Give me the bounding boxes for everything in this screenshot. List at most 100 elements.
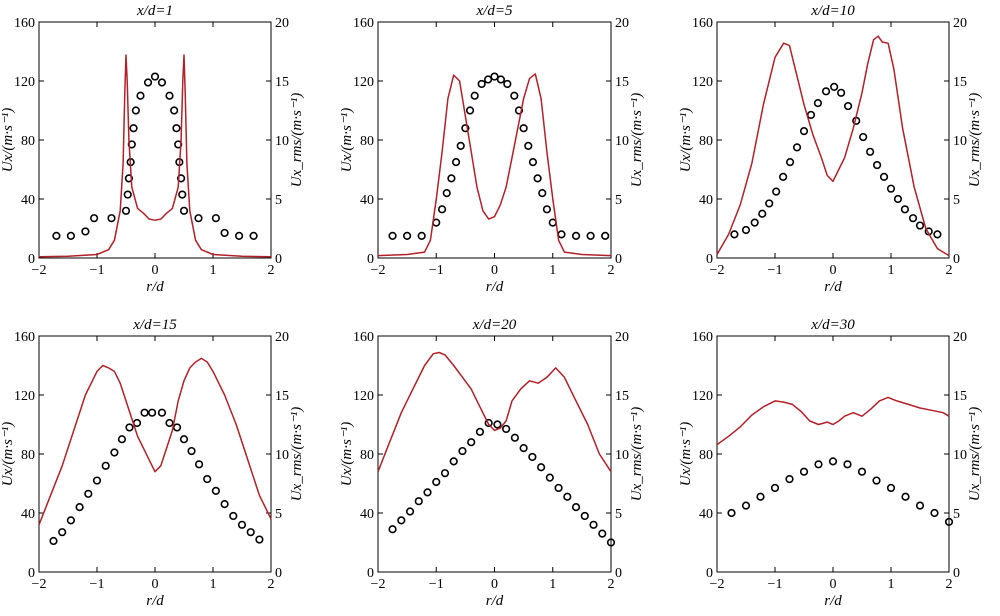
- velocity-point: [908, 214, 918, 223]
- chart-panel: −2 −1 0 1 20408012016005101520x/d=20r/dUx/(m…: [339, 317, 645, 609]
- velocity-point: [872, 160, 882, 170]
- panel-title: x/d=10: [810, 3, 855, 19]
- velocity-point: [148, 408, 157, 417]
- velocity-point: [859, 132, 868, 142]
- y-right-tick-label: 15: [953, 389, 967, 404]
- y-left-tick-label: 120: [353, 75, 374, 90]
- velocity-point: [785, 474, 794, 484]
- panel-title: x/d=1: [136, 3, 173, 19]
- x-tick-label: 1: [549, 577, 556, 592]
- velocity-point: [483, 75, 493, 84]
- velocity-point: [165, 418, 174, 428]
- y-right-tick-label: 15: [615, 389, 629, 404]
- velocity-point: [915, 501, 925, 510]
- y-left-tick-label: 80: [360, 448, 374, 463]
- velocity-point: [467, 438, 476, 447]
- velocity-point: [598, 529, 607, 538]
- velocity-point: [187, 446, 196, 456]
- velocity-point: [220, 228, 229, 238]
- y-left-tick-label: 120: [14, 389, 35, 404]
- velocity-point: [879, 172, 889, 181]
- y-left-tick-label: 0: [28, 566, 35, 581]
- y-left-tick-label: 40: [699, 507, 713, 522]
- velocity-point: [92, 476, 102, 485]
- rms-curve: [38, 54, 272, 258]
- plot-frame: [377, 21, 612, 259]
- velocity-point: [165, 91, 174, 100]
- chart-panel: −2 −1 0 1 20408012016005101520x/d=5r/dUx/(m·…: [339, 3, 645, 295]
- velocity-point: [828, 457, 838, 466]
- velocity-point: [830, 82, 839, 91]
- velocity-point: [741, 501, 751, 510]
- y-left-axis-title: Ux/(m·s⁻¹): [678, 422, 694, 486]
- velocity-point: [915, 221, 925, 230]
- velocity-point: [857, 467, 867, 476]
- plot-frame: [38, 335, 272, 573]
- y-left-tick-label: 120: [692, 389, 713, 404]
- y-left-tick-label: 160: [692, 16, 713, 31]
- y-right-tick-label: 20: [275, 16, 289, 31]
- y-left-tick-label: 40: [360, 507, 374, 522]
- velocity-point: [417, 231, 426, 240]
- velocity-point: [519, 444, 528, 453]
- velocity-point: [124, 174, 133, 183]
- rms-curve: [716, 396, 950, 446]
- y-right-tick-label: 20: [953, 16, 967, 31]
- x-axis-title: r/d: [486, 279, 504, 295]
- velocity-point: [528, 452, 537, 462]
- x-tick-label: 1: [210, 577, 217, 592]
- y-left-tick-label: 160: [692, 330, 713, 345]
- y-left-tick-label: 160: [14, 16, 35, 31]
- chart-panel: −2 −1 0 1 20408012016005101520x/d=1r/dUx/(m·…: [0, 3, 305, 295]
- y-left-tick-label: 0: [706, 566, 713, 581]
- x-tick-label: −1: [429, 577, 444, 592]
- x-tick-label: 2: [946, 263, 953, 278]
- velocity-point: [249, 231, 258, 240]
- x-axis-title: r/d: [146, 279, 164, 295]
- x-tick-label: 1: [549, 263, 556, 278]
- y-right-tick-label: 15: [615, 75, 629, 90]
- velocity-point: [586, 231, 595, 240]
- y-right-tick-label: 10: [953, 448, 967, 463]
- velocity-point: [143, 78, 153, 87]
- velocity-point: [554, 483, 563, 493]
- x-tick-label: 1: [888, 263, 895, 278]
- velocity-point: [84, 489, 93, 498]
- rms-curve: [38, 357, 272, 526]
- x-tick-label: 0: [491, 263, 498, 278]
- velocity-point: [131, 106, 140, 115]
- y-left-tick-label: 120: [14, 75, 35, 90]
- velocity-point: [893, 194, 903, 204]
- velocity-point: [456, 141, 465, 150]
- velocity-point: [503, 79, 512, 89]
- velocity-point: [172, 423, 182, 432]
- velocity-point: [465, 106, 475, 115]
- velocity-point: [944, 517, 954, 526]
- x-tick-label: 0: [152, 577, 159, 592]
- chart-panel: −2 −1 0 1 20408012016005101520x/d=15r/dUx/(m…: [0, 317, 305, 609]
- x-tick-label: −2: [710, 263, 725, 278]
- x-axis-title: r/d: [824, 593, 842, 609]
- velocity-point: [580, 511, 589, 521]
- y-left-axis-title: Ux/(m·s⁻¹): [0, 422, 16, 486]
- y-left-tick-label: 120: [353, 389, 374, 404]
- velocity-point: [66, 516, 75, 525]
- velocity-point: [101, 461, 110, 470]
- velocity-point: [81, 227, 90, 236]
- y-right-tick-label: 0: [615, 252, 622, 267]
- velocity-point: [601, 231, 610, 240]
- velocity-point: [388, 525, 397, 534]
- y-right-tick-label: 0: [275, 566, 282, 581]
- x-tick-label: 0: [830, 263, 837, 278]
- velocity-point: [194, 214, 203, 223]
- y-right-tick-label: 10: [615, 134, 629, 149]
- velocity-point: [475, 427, 485, 436]
- velocity-point: [403, 231, 412, 240]
- plot-frame: [716, 335, 950, 573]
- velocity-point: [89, 214, 99, 223]
- velocity-point: [872, 476, 881, 485]
- velocity-point: [727, 508, 736, 518]
- y-left-tick-label: 40: [360, 193, 374, 208]
- y-left-axis-title: Ux/(m·s⁻¹): [339, 422, 355, 486]
- velocity-point: [52, 231, 61, 240]
